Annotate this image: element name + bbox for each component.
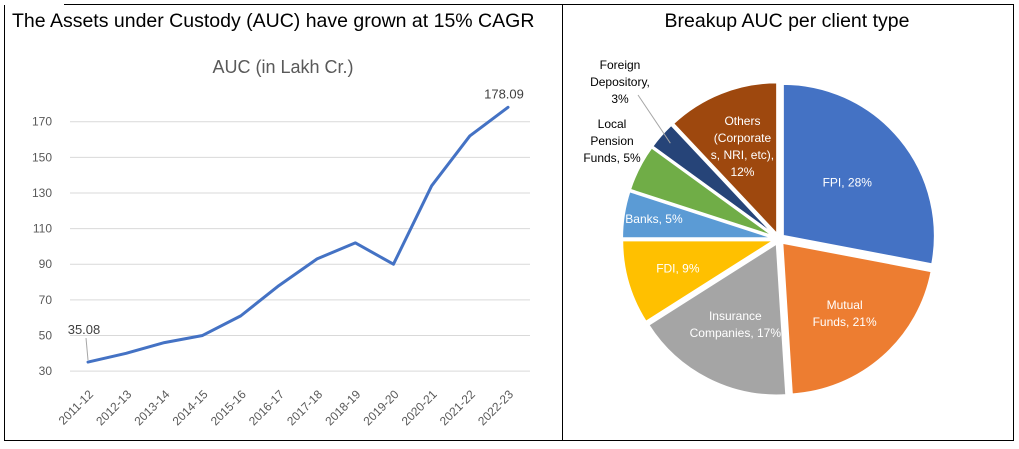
y-tick-label: 90 [39,257,53,271]
y-tick-label: 30 [39,364,53,378]
pie-slice [628,145,776,238]
y-tick-label: 50 [39,328,53,342]
pie-slice [647,241,788,397]
right-panel-title: Breakup AUC per client type [664,10,910,32]
pie-slice-label: Foreign Depository, 3% [590,58,650,106]
pie-slice-label: Local Pension Funds, 5% [583,117,641,165]
line-chart-title: AUC (in Lakh Cr.) [212,57,353,77]
data-label: 178.09 [484,86,524,101]
pie-slice [650,123,776,237]
frame-gap [4,0,64,5]
auc-series-line [86,105,510,364]
panel-divider [562,4,563,441]
pie-slice-label: Banks, 5% [625,212,683,226]
y-tick-label: 170 [32,115,52,129]
pie-slice [621,189,775,240]
pie-slice-label: FDI, 9% [656,261,700,275]
pie-slice [781,241,933,396]
pie-slice [671,81,779,237]
pie-slice [621,239,778,324]
y-tick-label: 70 [39,293,53,307]
pie-label-leader [637,94,671,144]
data-label: 35.08 [68,322,101,337]
y-tick-label: 110 [33,222,52,236]
left-panel-title: The Assets under Custody (AUC) have grow… [12,10,535,32]
y-tick-label: 130 [32,186,52,200]
data-label-leader [85,337,89,361]
pie-slice-label: Insurance Companies, 17% [690,309,782,340]
y-tick-label: 150 [32,150,52,164]
pie-slice-label: Others (Corporate s, NRI, etc), 12% [711,114,774,179]
pie-slice [781,82,936,266]
pie-slice-label: Mutual Funds, 21% [813,298,877,329]
pie-slice-label: FPI, 28% [823,176,873,190]
